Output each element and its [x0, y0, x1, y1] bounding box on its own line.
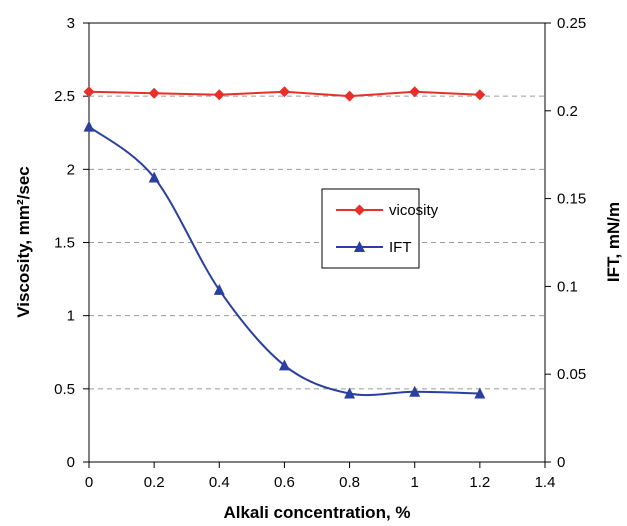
- series-layer: [83, 86, 486, 399]
- data-point-vicosity-6: [474, 89, 486, 101]
- series-line-ift: [88, 125, 480, 397]
- legend-label-vicosity: vicosity: [389, 202, 439, 219]
- y-right-tick-label-4: 0.2: [557, 103, 578, 120]
- x-tick-label-1: 0.2: [144, 474, 165, 491]
- data-point-vicosity-0: [83, 86, 95, 98]
- data-point-ift-2: [213, 283, 225, 295]
- x-tick-label-7: 1.4: [535, 474, 556, 491]
- y-right-tick-label-0: 0: [557, 454, 565, 471]
- x-tick-label-5: 1: [411, 474, 419, 491]
- legend: vicosity IFT: [321, 188, 439, 269]
- y-right-tick-label-3: 0.15: [557, 191, 586, 208]
- data-point-ift-4: [344, 387, 356, 399]
- data-point-ift-0: [83, 120, 95, 132]
- legend-marker-ift: [354, 241, 365, 252]
- data-point-ift-1: [148, 171, 160, 183]
- data-point-vicosity-1: [148, 87, 160, 99]
- y-axis-left-title: Viscosity, mm²/sec: [14, 166, 33, 318]
- data-point-ift-3: [278, 359, 290, 371]
- data-point-ift-6: [474, 387, 486, 399]
- y-left-tick-label-1: 0.5: [54, 381, 75, 398]
- y-left-tick-label-3: 1.5: [54, 235, 75, 252]
- legend-label-ift: IFT: [389, 239, 412, 256]
- x-tick-label-0: 0: [85, 474, 93, 491]
- y-right-tick-label-1: 0.05: [557, 366, 586, 383]
- x-tick-label-2: 0.4: [209, 474, 230, 491]
- y-right-tick-label-2: 0.1: [557, 278, 578, 295]
- y-left-tick-label-4: 2: [67, 161, 75, 178]
- y-left-tick-label-0: 0: [67, 454, 75, 471]
- y-left-tick-label-2: 1: [67, 308, 75, 325]
- x-tick-label-6: 1.2: [469, 474, 490, 491]
- axis-ticks: 0 0.5 1 1.5 2 2.5 3 0 0.05 0.1 0.15 0.2 0.25 0 0.2 0.4 0…: [54, 15, 586, 491]
- x-tick-label-3: 0.6: [274, 474, 295, 491]
- y-right-tick-label-5: 0.25: [557, 15, 586, 32]
- x-tick-label-4: 0.8: [339, 474, 360, 491]
- y-left-tick-label-5: 2.5: [54, 88, 75, 105]
- data-point-vicosity-2: [213, 89, 225, 101]
- gridlines: [89, 95, 545, 390]
- data-point-vicosity-4: [344, 90, 356, 102]
- data-point-vicosity-5: [409, 86, 421, 98]
- legend-box: [321, 188, 420, 269]
- y-left-tick-label-6: 3: [67, 15, 75, 32]
- data-point-ift-5: [409, 385, 421, 397]
- y-axis-right-title: IFT, mN/m: [604, 202, 623, 282]
- data-point-vicosity-3: [278, 86, 290, 98]
- x-axis-title: Alkali concentration, %: [223, 503, 410, 522]
- legend-marker-vicosity: [354, 204, 365, 216]
